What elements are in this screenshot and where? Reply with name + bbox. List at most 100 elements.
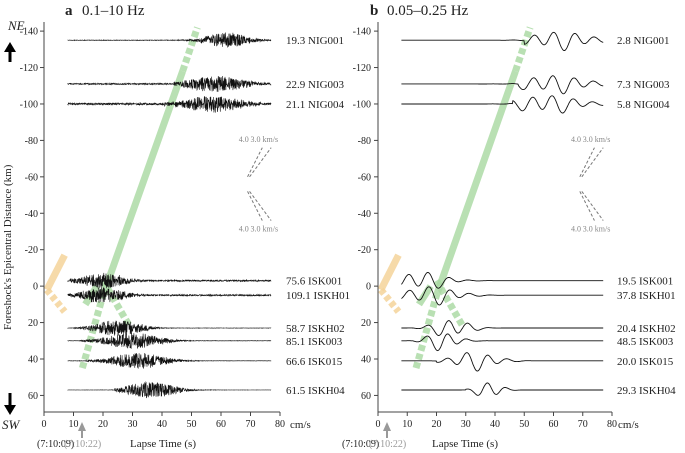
y-tick-label: 20 (28, 318, 38, 329)
y-tick-label: 20 (361, 318, 371, 329)
orange-band (377, 253, 402, 292)
y-tick-label: -80 (358, 136, 371, 147)
panel-a-trace-labels: 19.3 NIG001 22.9 NIG003 21.1 NIG004 109.1 I… (286, 35, 350, 397)
trace-label-isk001: 75.6 ISK001 (286, 276, 342, 288)
arrow-up-icon (4, 42, 16, 52)
trace-nig003 (401, 75, 604, 95)
x-tick-label: 70 (246, 419, 256, 430)
y-tick-label: -20 (25, 245, 38, 256)
panel-a-orange-bands (43, 253, 68, 314)
x-tick-label: 50 (519, 419, 529, 430)
trace-nig003 (67, 75, 272, 92)
trace-label-isk015: 20.0 ISK015 (617, 356, 674, 368)
panel-b-event-time: (7:10:22) (369, 439, 406, 450)
trace-label-isk015: 66.6 ISK015 (286, 356, 343, 368)
trace-iskh04 (67, 381, 272, 399)
trace-isk003 (67, 333, 272, 349)
panel-a-dir-top: NE (7, 18, 25, 33)
panel-b-xlabel: Lapse Time (s) (432, 438, 498, 450)
trace-label-iskh01: 37.8 ISKH01 (617, 290, 676, 302)
y-tick-label: 40 (361, 354, 371, 365)
x-tick-label: 40 (490, 419, 500, 430)
moveout-band (179, 26, 201, 73)
panel-b-green-bands (412, 26, 534, 370)
panel-a-green-bands (78, 26, 201, 370)
trace-nig004 (67, 96, 272, 113)
velocity-label-slow: 3.0 km/s (251, 224, 279, 233)
velocity-line (249, 147, 272, 178)
y-tick-label: 0 (366, 282, 371, 293)
panel-b-axes: -140 -120 -100 -80 -60 -40 -20 0 20 40 60 0 10 20 30 40… (353, 22, 617, 430)
trace-iskh02 (401, 320, 604, 336)
y-tick-label: -20 (358, 245, 371, 256)
y-tick-label: -120 (20, 63, 38, 74)
y-tick-label: 0 (33, 282, 38, 293)
trace-nig001 (67, 32, 272, 48)
velocity-line (579, 147, 595, 178)
velocity-line (247, 191, 263, 221)
velocity-line (581, 191, 604, 221)
panel-a: a 0.1–10 Hz -140 -120 -100 -80 -60 -40 -20 0 20 4… (2, 3, 350, 450)
x-tick-label: 20 (432, 419, 442, 430)
trace-label-isk003: 85.1 ISK003 (286, 336, 343, 348)
panel-a-ylabel: Foreshock's Epicentral Distance (km) (2, 164, 14, 330)
trace-nig004 (401, 95, 604, 114)
velocity-label-slow: 3.0 km/s (583, 224, 611, 233)
trace-isk001 (401, 272, 604, 289)
panel-a-traces (67, 32, 272, 399)
trace-label-iskh02: 20.4 ISKH02 (617, 323, 676, 335)
y-tick-label: -100 (353, 99, 371, 110)
panel-b-title: 0.05–0.25 Hz (387, 3, 469, 19)
trace-isk015 (67, 353, 272, 369)
panel-b-traces (401, 31, 604, 396)
panel-a-amp-unit: cm/s (290, 419, 311, 431)
y-tick-label: -60 (25, 172, 38, 183)
velocity-label-fast: 4.0 (239, 135, 249, 144)
trace-iskh04 (401, 382, 604, 396)
x-tick-label: 0 (376, 419, 381, 430)
trace-isk003 (401, 333, 604, 352)
trace-label-nig004: 5.8 NIG004 (617, 99, 670, 111)
moveout-band (78, 294, 107, 370)
panel-b-trace-labels: 2.8 NIG001 7.3 NIG003 5.8 NIG004 37.8 ISKH0… (617, 35, 676, 397)
panel-a-letter: a (65, 3, 73, 19)
trace-label-iskh01: 109.1 ISKH01 (286, 290, 350, 302)
x-tick-label: 50 (187, 419, 197, 430)
y-tick-label: -80 (25, 136, 38, 147)
y-tick-label: 60 (28, 391, 38, 402)
trace-iskh01 (401, 286, 604, 306)
moveout-band (416, 284, 434, 307)
trace-label-nig001: 2.8 NIG001 (617, 35, 670, 47)
velocity-line (581, 147, 604, 178)
panel-a-event-time: (7:10:22) (64, 439, 101, 450)
trace-label-isk001: 19.5 ISK001 (617, 276, 673, 288)
velocity-label-fast: 4.0 (571, 224, 581, 233)
velocity-label-slow: 3.0 km/s (583, 135, 611, 144)
y-tick-label: 60 (361, 391, 371, 402)
trace-iskh02 (67, 320, 272, 336)
velocity-label-slow: 3.0 km/s (251, 135, 279, 144)
trace-label-nig004: 21.1 NIG004 (286, 99, 345, 111)
panel-b-amp-unit: cm/s (618, 419, 639, 431)
panel-b-velocity-guides: 4.0 3.0 km/s4.0 3.0 km/s (571, 135, 610, 233)
panel-a-title: 0.1–10 Hz (82, 3, 145, 19)
y-tick-label: -100 (20, 99, 38, 110)
orange-band (43, 253, 68, 292)
trace-label-iskh02: 58.7 ISKH02 (286, 323, 345, 335)
y-tick-label: -40 (358, 209, 371, 220)
x-tick-label: 10 (402, 419, 412, 430)
panel-a-axes: -140 -120 -100 -80 -60 -40 -20 0 20 40 60 0 10 20 30 40… (20, 22, 285, 430)
y-tick-label: -60 (358, 172, 371, 183)
trace-isk001 (67, 272, 272, 289)
moveout-band (99, 70, 186, 297)
x-tick-label: 30 (461, 419, 471, 430)
x-tick-label: 80 (275, 419, 285, 430)
y-tick-label: -140 (353, 27, 371, 38)
panel-a-dir-bottom: SW (2, 417, 21, 432)
trace-iskh01 (67, 287, 272, 303)
panel-a-origin-time: (7:10:09) (37, 439, 74, 450)
trace-label-nig003: 7.3 NIG003 (617, 79, 670, 91)
trace-label-iskh04: 61.5 ISKH04 (286, 385, 345, 397)
panel-b-origin-time: (7:10:09) (342, 439, 379, 450)
